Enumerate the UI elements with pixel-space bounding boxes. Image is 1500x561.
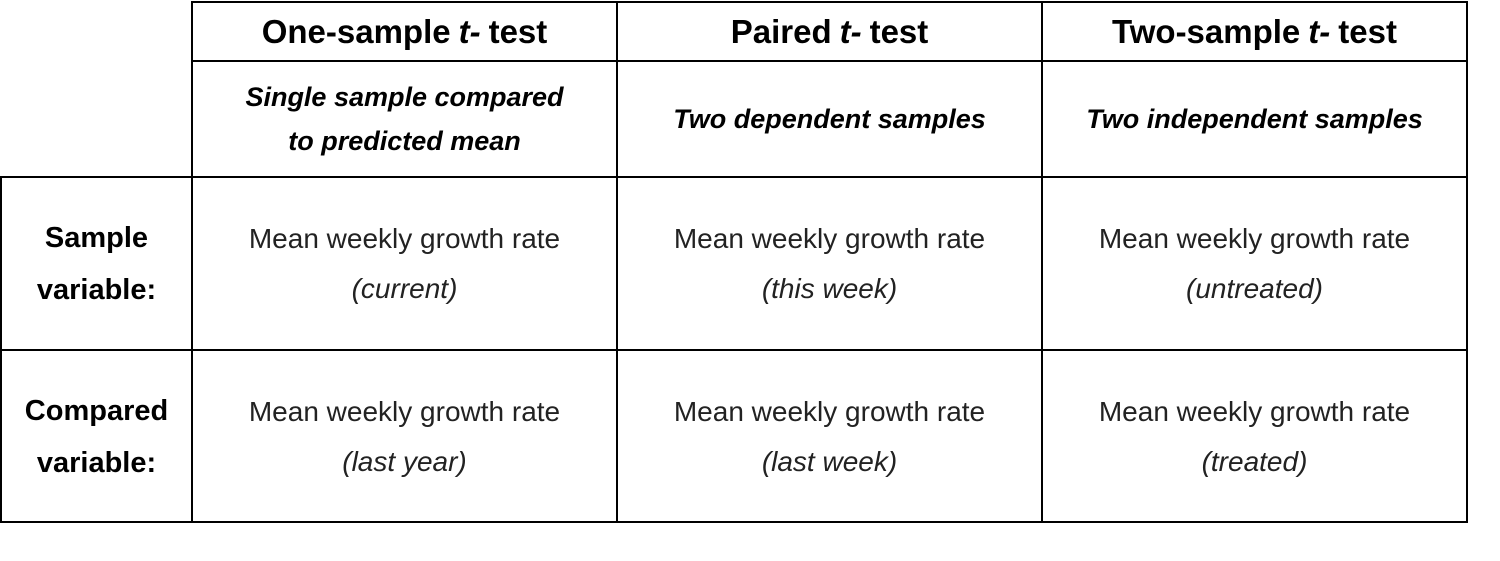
column-description: Single sample compared to predicted mean (193, 62, 616, 176)
table-cell: Mean weekly growth rate (treated) (1043, 351, 1466, 522)
row-label: Sample variable: (2, 178, 191, 349)
cell-note: (untreated) (1186, 272, 1323, 304)
grid-line (0, 176, 1468, 178)
table-cell: Mean weekly growth rate (last year) (193, 351, 616, 522)
table-cell: Mean weekly growth rate (this week) (618, 178, 1041, 349)
cell-text: Mean weekly growth rate (1098, 222, 1411, 254)
grid-line (0, 521, 1468, 523)
column-header: Two-sample t-test (1043, 3, 1466, 60)
description-line: Two dependent samples (673, 104, 986, 134)
column-header: One-sample t-test (193, 3, 616, 60)
row-label-line: Sample (44, 221, 149, 254)
header-italic: t- (458, 12, 481, 50)
cell-note: (last year) (342, 445, 467, 477)
grid-line (191, 60, 1468, 62)
column-header: Paired t-test (618, 3, 1041, 60)
row-label-line: variable: (36, 446, 157, 479)
column-description: Two dependent samples (618, 62, 1041, 176)
cell-note: (treated) (1201, 445, 1308, 477)
table-cell: Mean weekly growth rate (last week) (618, 351, 1041, 522)
cell-note: (this week) (761, 272, 898, 304)
column-description: Two independent samples (1043, 62, 1466, 176)
header-text: Paired t-test (731, 13, 929, 51)
header-prefix: Two-sample (1112, 12, 1301, 50)
header-text: Two-sample t-test (1112, 13, 1397, 51)
cell-text: Mean weekly growth rate (248, 395, 561, 427)
grid-line (1041, 1, 1043, 523)
header-suffix: test (1338, 12, 1397, 50)
table-cell: Mean weekly growth rate (current) (193, 178, 616, 349)
header-italic: t- (1308, 12, 1331, 50)
header-suffix: test (488, 12, 548, 50)
header-text: One-sample t-test (262, 13, 548, 51)
description-line: to predicted mean (288, 126, 521, 156)
row-label: Compared variable: (2, 351, 191, 522)
row-label-line: variable: (36, 273, 157, 306)
grid-line (191, 1, 193, 523)
cell-note: (current) (351, 272, 458, 304)
table-cell: Mean weekly growth rate (untreated) (1043, 178, 1466, 349)
header-prefix: Paired (730, 12, 832, 50)
description-line: Two independent samples (1086, 104, 1423, 134)
description-line: Single sample compared (245, 82, 564, 112)
cell-text: Mean weekly growth rate (673, 222, 986, 254)
cell-text: Mean weekly growth rate (248, 222, 561, 254)
grid-line (0, 349, 1468, 351)
header-italic: t- (839, 12, 862, 50)
grid-line (616, 1, 618, 523)
cell-text: Mean weekly growth rate (1098, 395, 1411, 427)
grid-line (1466, 1, 1468, 523)
row-label-line: Compared (24, 394, 169, 427)
grid-line (0, 176, 2, 523)
cell-text: Mean weekly growth rate (673, 395, 986, 427)
header-prefix: One-sample (261, 12, 451, 50)
cell-note: (last week) (761, 445, 898, 477)
header-suffix: test (869, 12, 929, 50)
grid-line (191, 1, 1468, 3)
